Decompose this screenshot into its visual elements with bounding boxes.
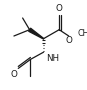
Text: O: O (66, 36, 73, 45)
Polygon shape (29, 28, 44, 39)
Text: CH₃: CH₃ (78, 29, 87, 38)
Text: O: O (56, 4, 63, 13)
Text: NH: NH (46, 54, 59, 63)
Text: O: O (10, 70, 17, 79)
